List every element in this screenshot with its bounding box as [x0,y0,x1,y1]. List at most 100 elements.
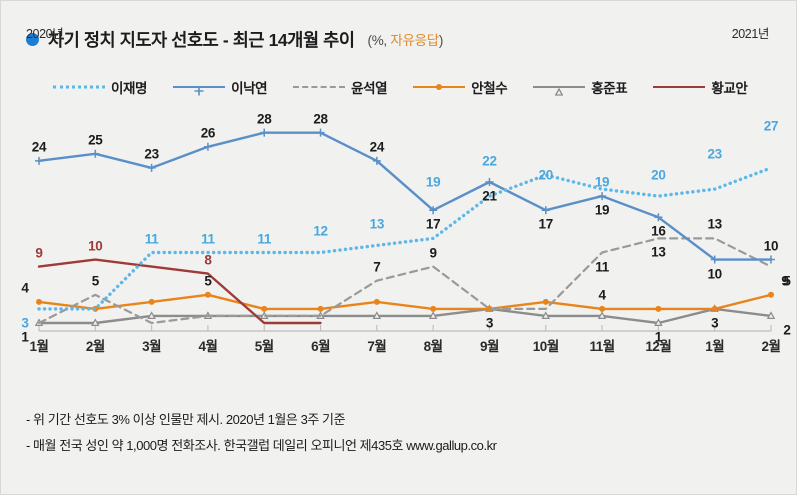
footnote-2: - 매월 전국 성인 약 1,000명 전화조사. 한국갤럽 데일리 오피니언 … [26,438,497,453]
x-axis-tick-label: 2월 [761,339,781,354]
data-label-이낙연: 25 [88,132,103,148]
data-point-marker [147,311,156,319]
data-label-이재명: 22 [482,153,497,169]
data-point-marker [91,149,100,158]
title-unit: (%, 자유응답) [368,29,444,49]
data-point-marker [767,255,775,264]
legend-marker-icon [194,83,204,96]
data-point-marker [372,156,381,165]
legend-label: 윤석열 [351,81,388,96]
data-label-이재명: 11 [201,231,215,246]
page-title: 차기 정치 지도자 선호도 - 최근 14개월 추이 [48,29,355,50]
x-axis-tick-label: 8월 [423,339,443,354]
legend-item-황교안[interactable]: 황교안 [653,77,748,97]
data-label-이재명: 19 [594,174,610,190]
legend-label: 안철수 [471,81,508,96]
legend-swatch-icon [413,80,466,94]
data-label-이낙연: 24 [369,139,385,155]
line-chart-svg [34,128,776,332]
data-label-이낙연: 16 [651,223,666,239]
year-label-right: 2021년 [731,27,770,41]
data-label-안철수: 5 [204,273,212,289]
series-line-이낙연 [37,131,773,261]
legend-label: 황교안 [711,81,748,96]
data-point-marker [148,298,155,305]
data-label-이낙연: 21 [482,188,497,204]
data-point-marker [541,206,550,215]
data-label-이재명: 12 [313,223,328,239]
data-point-marker [261,305,268,312]
data-point-marker [485,178,494,186]
series-line-홍준표 [37,307,773,325]
data-label-이낙연: 10 [763,238,779,254]
data-label-황교안: 10 [88,238,103,254]
x-axis-tick-label: 10월 [532,339,559,354]
data-point-marker [260,128,269,137]
data-label-이재명: 19 [425,174,441,190]
data-point-marker [654,213,663,222]
data-point-marker [372,311,382,319]
data-label-황교안: 8 [204,252,212,268]
year-label-left: 2020년 [26,27,64,41]
data-point-marker [710,255,719,264]
data-point-marker [541,311,550,319]
footnote-1: - 위 기간 선호도 3% 이상 인물만 제시. 2020년 1월은 3주 기준 [26,412,346,427]
legend-swatch-icon [53,80,105,94]
x-axis-tick-label: 9월 [479,339,499,354]
data-point-marker [203,142,212,151]
title-unit-open: (%, [367,33,391,48]
footnotes: - 위 기간 선호도 3% 이상 인물만 제시. 2020년 1월은 3주 기준… [26,409,776,461]
x-axis-tick-label: 5월 [254,339,274,354]
legend-item-윤석열[interactable]: 윤석열 [293,77,388,97]
x-axis-tick-label: 3월 [142,339,162,354]
chart-plot-area [1,101,797,333]
data-point-marker [430,305,437,312]
data-label-이재명: 20 [651,167,666,183]
data-label-이낙연: 19 [594,202,610,218]
data-label-윤석열: 9 [429,245,438,261]
x-axis-tick-label: 6월 [311,339,330,354]
data-point-marker [598,192,607,201]
x-axis-tick-label: 1월 [29,339,49,354]
series-line-안철수 [37,293,773,311]
data-point-marker [35,156,43,165]
data-label-윤석열: 5 [91,273,100,289]
data-label-윤석열: 13 [707,216,722,232]
data-point-marker [317,305,324,312]
data-point-marker [91,318,100,326]
legend-item-이낙연[interactable]: 이낙연 [173,77,268,97]
x-axis-tick-label: 1월 [705,339,725,354]
legend-marker-icon [554,83,564,96]
legend-item-이재명[interactable]: 이재명 [53,77,147,97]
x-axis-tick-label: 11월 [589,339,615,354]
data-point-marker [204,291,211,298]
data-label-이재명: 3 [21,315,29,331]
legend-item-안철수[interactable]: 안철수 [413,77,508,97]
data-label-홍준표: 3 [485,315,494,331]
legend-label: 이재명 [111,81,148,96]
data-label-이낙연: 23 [144,146,159,162]
legend-swatch-icon [293,80,346,94]
data-point-marker [373,298,380,305]
legend-marker-icon [436,84,443,90]
data-label-이낙연: 10 [707,266,722,282]
data-label-이낙연: 17 [538,216,554,232]
chart-legend: 이재명 이낙연 윤석열 안철수 홍준표 황교안 [53,75,753,99]
data-label-이낙연: 28 [257,111,272,127]
data-label-홍준표: 3 [711,315,719,331]
x-axis-tick-label: 2월 [85,339,105,354]
series-line-황교안 [37,258,322,325]
legend-item-홍준표[interactable]: 홍준표 [533,77,628,97]
data-label-이재명: 11 [144,231,159,246]
x-axis-tick-label: 12월 [645,339,672,354]
data-label-안철수: 5 [783,273,791,289]
data-label-이낙연: 26 [200,125,216,141]
data-label-안철수: 4 [21,280,29,296]
data-point-marker [766,311,776,319]
data-point-marker [542,298,549,305]
data-point-marker [711,305,718,312]
data-point-marker [597,311,607,319]
legend-swatch-icon [533,80,586,96]
legend-swatch-icon [173,80,226,96]
data-point-marker [316,128,325,137]
